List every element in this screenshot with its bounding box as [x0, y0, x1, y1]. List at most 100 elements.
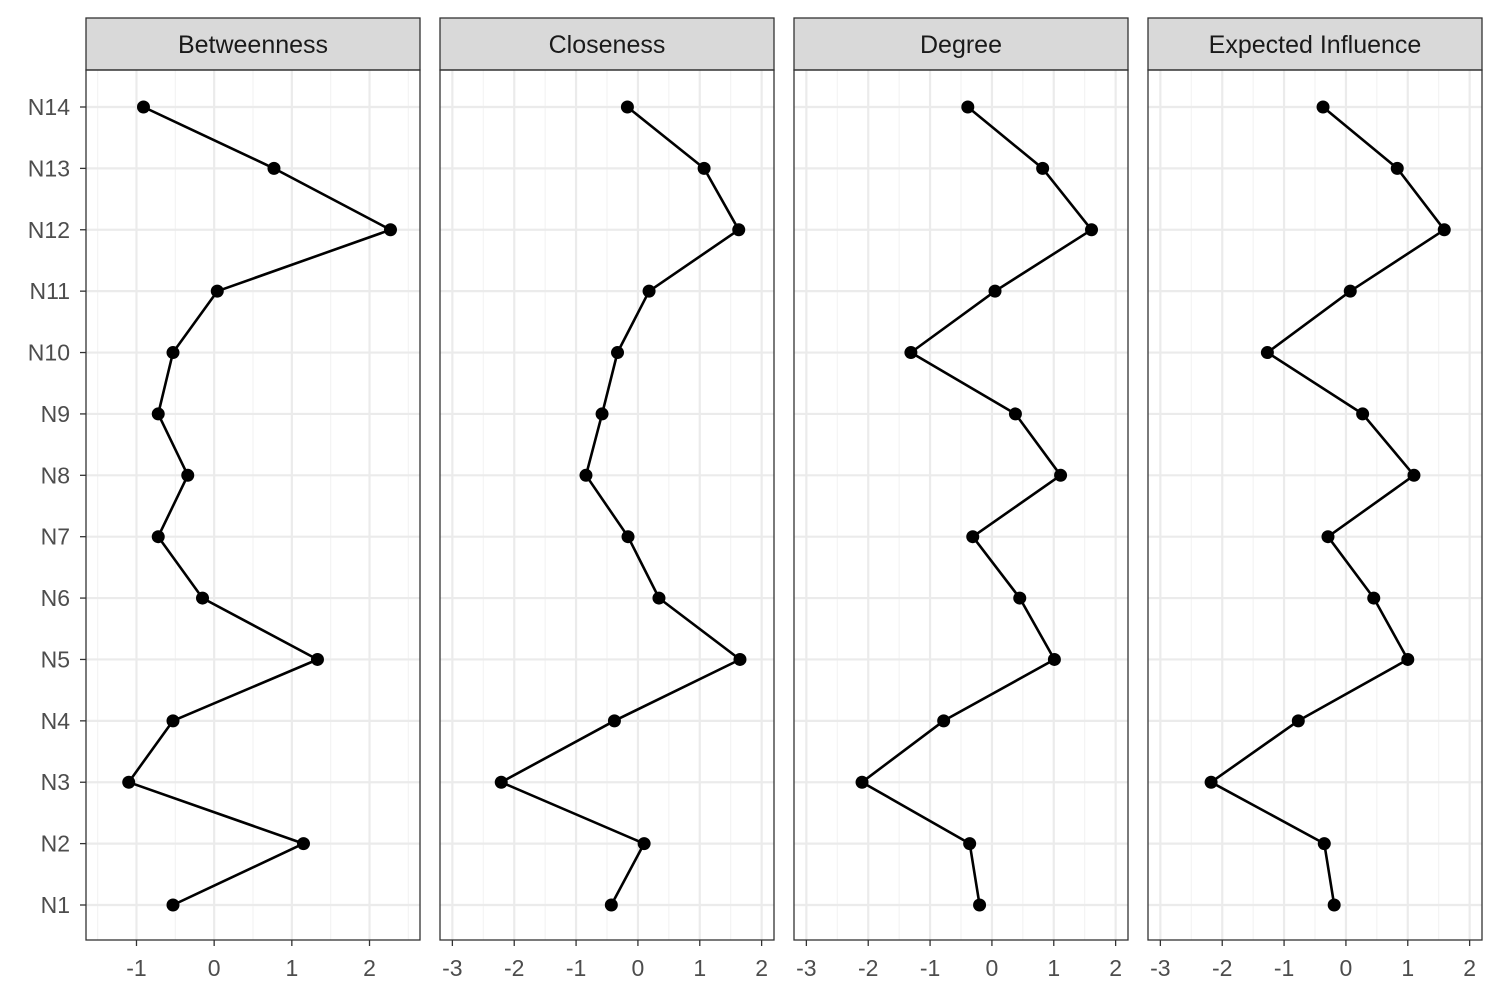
strip-label-betweenness: Betweenness: [178, 31, 328, 59]
x-tick-label-degree: 2: [1109, 955, 1122, 981]
panel-border-degree: [793, 69, 1129, 941]
point-betweenness-n2: [296, 837, 310, 851]
point-expected-influence-n12: [1437, 223, 1451, 237]
series-line-degree: [860, 105, 1093, 906]
point-degree-n9: [1008, 407, 1022, 421]
point-betweenness-n7: [151, 530, 165, 544]
point-expected-influence-n9: [1356, 407, 1370, 421]
point-degree-n12: [1085, 223, 1099, 237]
x-tick-label-degree: 1: [1047, 955, 1060, 981]
point-betweenness-n3: [122, 775, 136, 789]
y-tick-label-n10: N10: [28, 340, 70, 366]
point-betweenness-n12: [383, 223, 397, 237]
point-degree-n14: [961, 100, 975, 114]
point-closeness-n3: [494, 775, 508, 789]
point-closeness-n10: [611, 346, 625, 360]
y-tick-label-n6: N6: [41, 585, 70, 611]
x-tick-label-degree: -3: [796, 955, 816, 981]
x-tick-label-expected-influence: -1: [1274, 955, 1294, 981]
point-expected-influence-n2: [1317, 837, 1331, 851]
y-tick-label-n9: N9: [41, 401, 70, 427]
point-expected-influence-n13: [1390, 161, 1404, 175]
x-tick-label-expected-influence: 1: [1401, 955, 1414, 981]
x-tick-label-expected-influence: 2: [1463, 955, 1476, 981]
x-axis-expected-influence: -3 -2 -1 0 1 2: [1150, 940, 1476, 981]
point-closeness-n14: [620, 100, 634, 114]
y-tick-label-n7: N7: [41, 524, 70, 550]
grid-degree: [794, 70, 1128, 940]
y-tick-label-n1: N1: [41, 892, 70, 918]
y-tick-label-n3: N3: [41, 769, 70, 795]
point-degree-n7: [966, 530, 980, 544]
y-tick-label-n14: N14: [28, 94, 70, 120]
panel-degree: Degree -3 -2 -1 0 1 2: [793, 17, 1129, 981]
y-axis: N1 N2 N3 N4 N5 N6 N7 N8 N9 N10 N11 N12 N13 N14: [28, 94, 86, 918]
point-closeness-n1: [604, 898, 618, 912]
point-expected-influence-n10: [1260, 346, 1274, 360]
strip-label-degree: Degree: [920, 31, 1002, 59]
panel-betweenness: Betweenness -1 0 1 2: [85, 17, 421, 981]
point-expected-influence-n3: [1204, 775, 1218, 789]
point-expected-influence-n4: [1291, 714, 1305, 728]
panel-closeness: Closeness -3 -2 -1 0 1 2: [439, 17, 775, 981]
point-degree-n8: [1054, 468, 1068, 482]
point-closeness-n5: [733, 652, 747, 666]
point-closeness-n12: [732, 223, 746, 237]
point-closeness-n2: [637, 837, 651, 851]
point-degree-n1: [973, 898, 987, 912]
point-degree-n11: [988, 284, 1002, 298]
series-line-closeness: [499, 105, 742, 906]
point-closeness-n8: [579, 468, 593, 482]
point-closeness-n13: [697, 161, 711, 175]
point-betweenness-n6: [196, 591, 210, 605]
x-tick-label-betweenness: -1: [126, 955, 146, 981]
x-tick-label-degree: 0: [986, 955, 999, 981]
point-betweenness-n14: [136, 100, 150, 114]
series-line-betweenness: [127, 105, 392, 907]
x-tick-label-betweenness: 2: [363, 955, 376, 981]
x-axis-betweenness: -1 0 1 2: [126, 940, 376, 981]
y-tick-label-n8: N8: [41, 462, 70, 488]
x-axis-degree: -3 -2 -1 0 1 2: [796, 940, 1122, 981]
series-line-expected-influence: [1209, 105, 1446, 906]
point-degree-n3: [855, 775, 869, 789]
y-tick-label-n4: N4: [41, 708, 71, 734]
point-closeness-n4: [607, 714, 621, 728]
x-tick-label-betweenness: 1: [285, 955, 298, 981]
point-betweenness-n5: [310, 652, 324, 666]
point-degree-n13: [1036, 161, 1050, 175]
point-closeness-n9: [595, 407, 609, 421]
point-degree-n10: [904, 346, 918, 360]
point-betweenness-n11: [210, 284, 224, 298]
point-betweenness-n9: [151, 407, 165, 421]
panel-border-closeness: [439, 69, 775, 941]
point-closeness-n7: [621, 530, 635, 544]
point-expected-influence-n5: [1401, 652, 1415, 666]
point-expected-influence-n6: [1367, 591, 1381, 605]
y-tick-label-n13: N13: [28, 155, 70, 181]
point-betweenness-n10: [166, 346, 180, 360]
y-tick-label-n2: N2: [41, 831, 70, 857]
point-closeness-n6: [652, 591, 666, 605]
strip-degree: [793, 17, 1129, 71]
strip-betweenness: [85, 17, 421, 71]
strip-closeness: [439, 17, 775, 71]
point-betweenness-n4: [166, 714, 180, 728]
x-tick-label-expected-influence: -2: [1212, 955, 1232, 981]
x-tick-label-closeness: -2: [504, 955, 524, 981]
strip-label-expected-influence: Expected Influence: [1209, 31, 1422, 59]
x-tick-label-expected-influence: -3: [1150, 955, 1170, 981]
x-tick-label-closeness: 2: [755, 955, 768, 981]
point-expected-influence-n7: [1321, 530, 1335, 544]
point-degree-n6: [1013, 591, 1027, 605]
point-expected-influence-n8: [1407, 468, 1421, 482]
point-expected-influence-n1: [1327, 898, 1341, 912]
y-tick-label-n12: N12: [28, 217, 70, 243]
panel-expected-influence: Expected Influence -3 -2 -1 0 1 2: [1147, 17, 1483, 981]
x-tick-label-expected-influence: 0: [1340, 955, 1353, 981]
grid-expected-influence: [1148, 70, 1482, 940]
point-closeness-n11: [642, 284, 656, 298]
strip-label-closeness: Closeness: [549, 31, 666, 59]
point-degree-n5: [1047, 652, 1061, 666]
